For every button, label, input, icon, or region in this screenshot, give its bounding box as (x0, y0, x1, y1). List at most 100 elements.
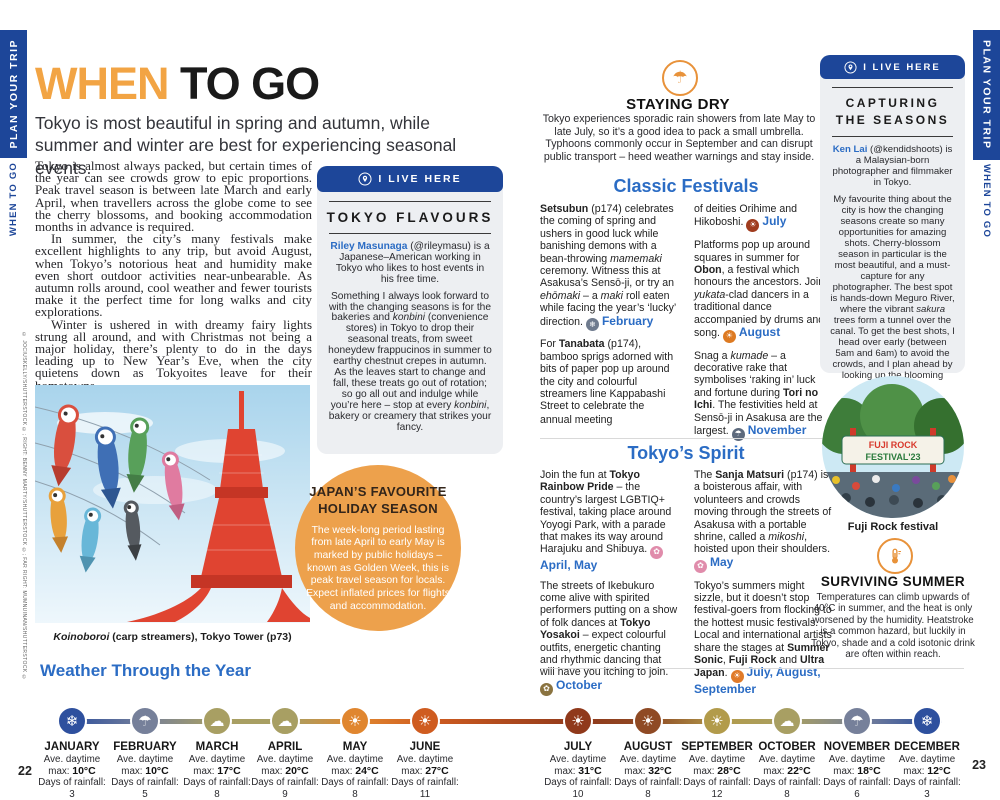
contributor-intro: Ken Lai (@kendidshoots) is a Malaysian-b… (832, 143, 953, 188)
rainfall-label: Days of rainfall: (321, 777, 389, 789)
weather-icon: ☀ (410, 706, 440, 736)
month-name: MARCH (195, 741, 239, 753)
sidebar-tab-plan-your-trip: PLAN YOUR TRIP (0, 30, 27, 158)
weather-month: ☁ APRIL Ave. daytime max: 20°C Days of r… (239, 706, 331, 800)
max-temp: max: 18°C (833, 764, 881, 777)
surviving-summer-title: SURVIVING SUMMER (820, 574, 966, 589)
section-divider (540, 438, 832, 439)
weather-month: ❄ JANUARY Ave. daytime max: 10°C Days of… (26, 706, 118, 800)
weather-icon: ☁ (202, 706, 232, 736)
box-title: CAPTURING THE SEASONS (835, 96, 950, 127)
rainfall-label: Days of rainfall: (893, 777, 961, 789)
festival-column: Setsubun (p174) celebrates the coming of… (540, 203, 678, 448)
photo-credit: © JOCIUSKELLY/SHUTTERSTOCK ©; RIGHT: BEN… (21, 331, 27, 681)
festival-entry: Join the fun at Tokyo Rainbow Pride – th… (540, 469, 672, 573)
festival-column: of deities Orihime and Hikoboshi. ☀ July P… (694, 203, 832, 448)
max-temp: max: 24°C (331, 764, 379, 777)
map-pin-icon (358, 172, 372, 186)
weather-icon: ☂ (842, 706, 872, 736)
weather-section-title: Weather Through the Year (40, 661, 251, 680)
photo-caption: Koinoboroi (carp streamers), Tokyo Tower… (53, 631, 292, 643)
weather-month: ☁ MARCH Ave. daytime max: 17°C Days of r… (171, 706, 263, 800)
contributor-quote: My favourite thing about the city is how… (830, 193, 955, 392)
staying-dry-body: Tokyo experiences sporadic rain showers … (542, 113, 816, 163)
rainfall-value: 8 (645, 788, 651, 800)
rainfall-label: Days of rainfall: (614, 777, 682, 789)
weather-icon: ☀ (563, 706, 593, 736)
month-name: SEPTEMBER (681, 741, 753, 753)
rainfall-value: 5 (142, 788, 148, 800)
ave-daytime-label: Ave. daytime (396, 754, 454, 765)
max-temp: max: 12°C (903, 764, 951, 777)
max-temp: max: 31°C (554, 764, 602, 777)
rainfall-value: 11 (419, 788, 431, 800)
page-title-accent: WHEN (35, 58, 169, 109)
thermometer-icon (877, 538, 913, 574)
section-divider (540, 668, 964, 669)
page-subtitle: Tokyo is most beautiful in spring and au… (35, 113, 457, 178)
season-icon: ☀ (730, 670, 744, 684)
rainfall-label: Days of rainfall: (38, 777, 106, 789)
season-icon: ☀ (746, 219, 760, 233)
rainfall-label: Days of rainfall: (544, 777, 612, 789)
i-live-here-badge: I LIVE HERE (820, 55, 965, 79)
festival-entry: Snag a kumade – a decorative rake that s… (694, 350, 832, 441)
rainfall-label: Days of rainfall: (391, 777, 459, 789)
festival-entry: Platforms pop up around squares in summe… (694, 239, 832, 343)
ave-daytime-label: Ave. daytime (256, 754, 314, 765)
month-name: MAY (342, 741, 368, 753)
season-icon: ✿ (694, 559, 707, 573)
fuji-rock-caption: Fuji Rock festival (847, 521, 939, 533)
ave-daytime-label: Ave. daytime (898, 754, 956, 765)
weather-month: ☂ FEBRUARY Ave. daytime max: 10°C Days o… (99, 706, 191, 800)
i-live-here-badge: I LIVE HERE (317, 166, 503, 192)
max-temp: max: 27°C (401, 764, 449, 777)
box-body: Riley Masunaga (@rileymasu) is a Japanes… (317, 241, 503, 433)
weather-month: ☀ JUNE Ave. daytime max: 27°C Days of ra… (379, 706, 471, 800)
rainfall-value: 9 (282, 788, 288, 800)
season-icon: ✿ (540, 682, 553, 696)
month-name: AUGUST (623, 741, 673, 753)
rainfall-value: 8 (784, 788, 790, 800)
ave-daytime-label: Ave. daytime (326, 754, 384, 765)
rainfall-label: Days of rainfall: (251, 777, 319, 789)
max-temp: max: 32°C (624, 764, 672, 777)
ave-daytime-label: Ave. daytime (688, 754, 746, 765)
season-icon: ☀ (722, 329, 736, 343)
ave-daytime-label: Ave. daytime (549, 754, 607, 765)
capturing-seasons-box: I LIVE HERE CAPTURING THE SEASONS Ken Lai… (820, 55, 965, 392)
callout-title: JAPAN’S FAVOURITE HOLIDAY SEASON (309, 483, 447, 517)
ave-daytime-label: Ave. daytime (828, 754, 886, 765)
rainfall-value: 8 (214, 788, 220, 800)
fuji-rock-photo: FUJI ROCK FESTIVAL'23 (822, 376, 964, 518)
festival-entry: The Sanja Matsuri (p174) is a boisterous… (694, 469, 832, 573)
tokyos-spirit-title: Tokyo’s Spirit (627, 443, 745, 463)
weather-icon: ☀ (340, 706, 370, 736)
month-name: NOVEMBER (823, 741, 891, 753)
rainfall-value: 3 (924, 788, 930, 800)
rainfall-value: 12 (711, 788, 723, 800)
rainfall-value: 8 (352, 788, 358, 800)
festival-entry: Setsubun (p174) celebrates the coming of… (540, 203, 678, 332)
max-temp: max: 10°C (121, 764, 169, 777)
rainfall-label: Days of rainfall: (111, 777, 179, 789)
weather-month: ☁ OCTOBER Ave. daytime max: 22°C Days of… (741, 706, 833, 800)
weather-month: ☀ AUGUST Ave. daytime max: 32°C Days of … (602, 706, 694, 800)
max-temp: max: 17°C (193, 764, 241, 777)
festival-entry: of deities Orihime and Hikoboshi. ☀ July (694, 203, 832, 233)
weather-icon: ☂ (130, 706, 160, 736)
month-name: JULY (563, 741, 593, 753)
classic-festivals: Setsubun (p174) celebrates the coming of… (540, 203, 832, 448)
sign-text: FUJI ROCK (869, 440, 918, 450)
ave-daytime-label: Ave. daytime (619, 754, 677, 765)
month-name: APRIL (267, 741, 303, 753)
weather-timeline (58, 719, 942, 724)
max-temp: max: 10°C (48, 764, 96, 777)
month-name: JANUARY (44, 741, 100, 753)
ave-daytime-label: Ave. daytime (188, 754, 246, 765)
contributor-quote: Something I always look forward to with … (328, 290, 492, 433)
box-title: TOKYO FLAVOURS (326, 210, 494, 225)
rainfall-label: Days of rainfall: (753, 777, 821, 789)
intro-paragraph: In summer, the city’s many festivals mak… (35, 231, 312, 320)
weather-month: ☀ MAY Ave. daytime max: 24°C Days of rai… (309, 706, 401, 800)
